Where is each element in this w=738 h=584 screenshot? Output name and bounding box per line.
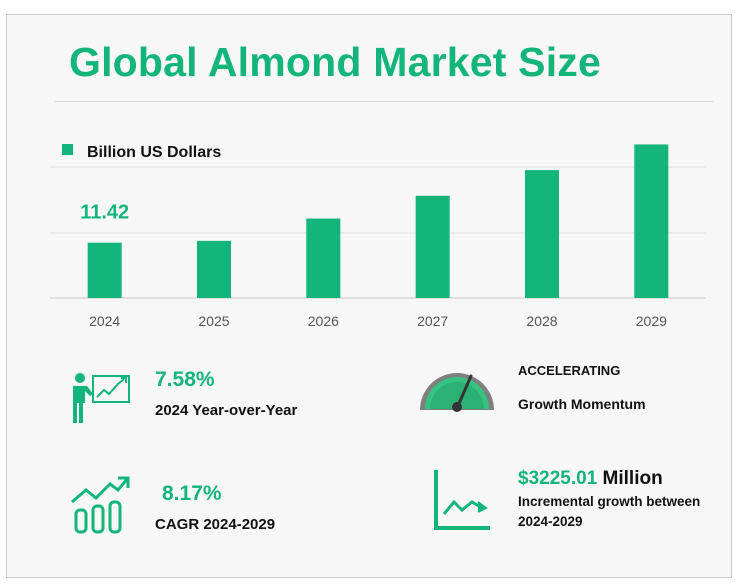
page-title: Global Almond Market Size bbox=[69, 39, 602, 85]
momentum-label: ACCELERATING bbox=[518, 363, 621, 378]
incremental-amount: $3225.01 bbox=[518, 468, 598, 489]
x-tick-label: 2029 bbox=[636, 313, 667, 329]
yoy-label: 2024 Year-over-Year bbox=[155, 402, 298, 419]
speedometer-icon bbox=[420, 373, 494, 412]
x-tick-label: 2026 bbox=[308, 313, 339, 329]
cagr-value: 8.17% bbox=[162, 482, 222, 505]
momentum-sub: Growth Momentum bbox=[518, 396, 646, 412]
growth-bars-icon bbox=[71, 476, 130, 534]
incremental-line1: Incremental growth between bbox=[518, 494, 701, 509]
legend-swatch bbox=[62, 144, 73, 155]
bar-2028 bbox=[525, 170, 559, 298]
x-tick-label: 2024 bbox=[89, 313, 120, 329]
bar-2029 bbox=[634, 144, 669, 298]
chart-gridlines bbox=[50, 166, 706, 299]
presenter-icon bbox=[73, 373, 130, 423]
x-tick-label: 2028 bbox=[526, 313, 557, 329]
incremental-line2: 2024-2029 bbox=[518, 514, 583, 529]
incremental-unit: Million bbox=[602, 468, 663, 489]
incremental-value: $3225.01 Million bbox=[518, 468, 663, 490]
title-divider bbox=[55, 101, 713, 102]
data-label: 11.42 bbox=[80, 202, 129, 224]
bar-chart: Billion US Dollars 2024 2025 2026 2027 2028 2… bbox=[50, 144, 706, 329]
bar-2024 bbox=[87, 242, 122, 298]
legend-label: Billion US Dollars bbox=[87, 144, 221, 161]
x-tick-label: 2027 bbox=[417, 313, 448, 329]
bar-2025 bbox=[197, 240, 231, 298]
line-chart-icon bbox=[434, 470, 490, 530]
bar-2027 bbox=[415, 195, 450, 298]
cagr-label: CAGR 2024-2029 bbox=[155, 516, 276, 533]
x-tick-label: 2025 bbox=[198, 313, 229, 329]
bar-2026 bbox=[306, 218, 341, 298]
yoy-value: 7.58% bbox=[155, 368, 215, 391]
